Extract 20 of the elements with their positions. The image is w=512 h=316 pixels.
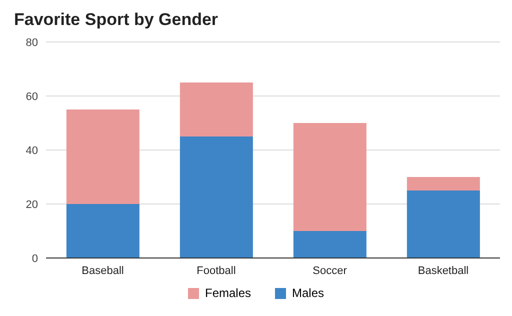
bar [293, 123, 366, 231]
y-tick-label: 20 [26, 198, 38, 211]
x-tick-label: Football [196, 264, 236, 277]
x-tick-label: Basketball [418, 264, 469, 277]
bar [66, 204, 140, 258]
bar [180, 136, 253, 258]
bar [406, 177, 480, 190]
y-tick-label: 60 [26, 90, 38, 103]
legend-label: Males [291, 286, 324, 300]
legend-label: Females [204, 286, 251, 300]
bar [180, 82, 253, 136]
bar [66, 110, 140, 204]
y-tick-label: 40 [26, 144, 38, 157]
y-tick-label: 80 [26, 36, 38, 49]
bar [406, 190, 480, 258]
y-tick-label: 0 [32, 252, 38, 265]
x-tick-label: Soccer [312, 264, 348, 277]
x-tick-label: Baseball [82, 264, 124, 277]
chart-title: Favorite Sport by Gender [13, 9, 220, 30]
bar [293, 231, 366, 258]
